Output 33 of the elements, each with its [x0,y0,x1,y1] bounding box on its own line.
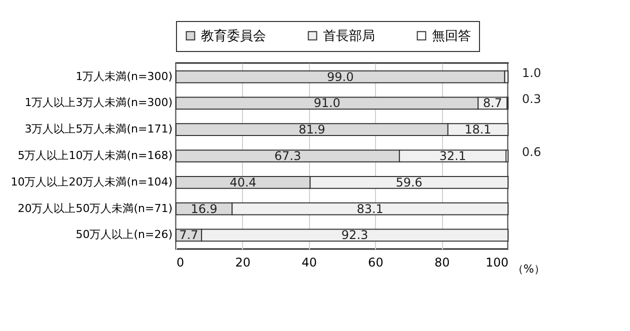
data-label: 1.0 [522,66,542,80]
data-label: 0.6 [522,145,542,159]
y-tick-label: 50万人以上(n=26) [76,228,172,242]
x-tick-label: 80 [434,256,450,270]
data-label: 83.1 [356,202,384,216]
x-tick-label: 20 [235,256,251,270]
x-tick-label: 100 [486,256,508,270]
y-tick-label: 10万人以上20万人未満(n=104) [10,175,172,188]
y-tick-label: 1万人未満(n=300) [76,70,172,83]
data-label: 99.0 [326,70,354,84]
legend-label: 教育委員会 [201,28,266,44]
data-label: 91.0 [314,96,340,110]
data-label: 16.9 [190,202,218,216]
y-tick-label: 20万人以上50万人未満(n=71) [18,202,172,215]
x-tick-label: 60 [368,256,384,270]
data-label: 67.3 [274,149,302,163]
y-tick-label: 3万人以上5万人未満(n=171) [24,122,172,136]
y-tick-label: 5万人以上10万人未満(n=168) [18,149,172,162]
data-label: 7.7 [179,228,198,242]
x-axis-title: （%） [512,262,545,276]
legend-label: 無回答 [432,28,471,44]
data-label: 18.1 [464,122,492,137]
data-label: 8.7 [483,96,502,110]
data-label: 0.3 [522,92,542,106]
data-label: 92.3 [341,228,368,242]
data-label: 32.1 [439,149,466,163]
x-tick-label: 0 [176,256,184,270]
data-label: 59.6 [396,175,422,190]
legend-label: 首長部局 [323,28,375,44]
x-tick-label: 40 [302,256,317,270]
data-label: 81.9 [298,122,326,137]
y-tick-label: 1万人以上3万人未満(n=300) [24,96,172,110]
data-label: 40.4 [230,175,256,190]
